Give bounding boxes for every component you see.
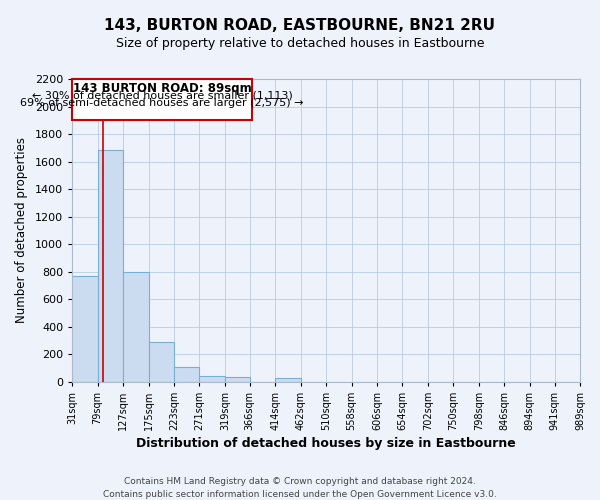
Text: Contains HM Land Registry data © Crown copyright and database right 2024.: Contains HM Land Registry data © Crown c…: [124, 478, 476, 486]
Bar: [275, 378, 301, 382]
Text: Size of property relative to detached houses in Eastbourne: Size of property relative to detached ho…: [116, 38, 484, 51]
Bar: [225, 377, 250, 382]
Text: Contains public sector information licensed under the Open Government Licence v3: Contains public sector information licen…: [103, 490, 497, 499]
X-axis label: Distribution of detached houses by size in Eastbourne: Distribution of detached houses by size …: [136, 437, 516, 450]
Text: 143, BURTON ROAD, EASTBOURNE, BN21 2RU: 143, BURTON ROAD, EASTBOURNE, BN21 2RU: [104, 18, 496, 32]
Bar: [123, 272, 149, 382]
Y-axis label: Number of detached properties: Number of detached properties: [15, 138, 28, 324]
Text: 143 BURTON ROAD: 89sqm: 143 BURTON ROAD: 89sqm: [73, 82, 251, 96]
Text: ← 30% of detached houses are smaller (1,113): ← 30% of detached houses are smaller (1,…: [32, 90, 292, 100]
Bar: [174, 366, 199, 382]
Bar: [199, 376, 225, 382]
Text: 69% of semi-detached houses are larger (2,575) →: 69% of semi-detached houses are larger (…: [20, 98, 304, 108]
Bar: [98, 150, 123, 382]
FancyBboxPatch shape: [72, 79, 252, 120]
Bar: [149, 342, 174, 382]
Bar: [72, 276, 98, 382]
